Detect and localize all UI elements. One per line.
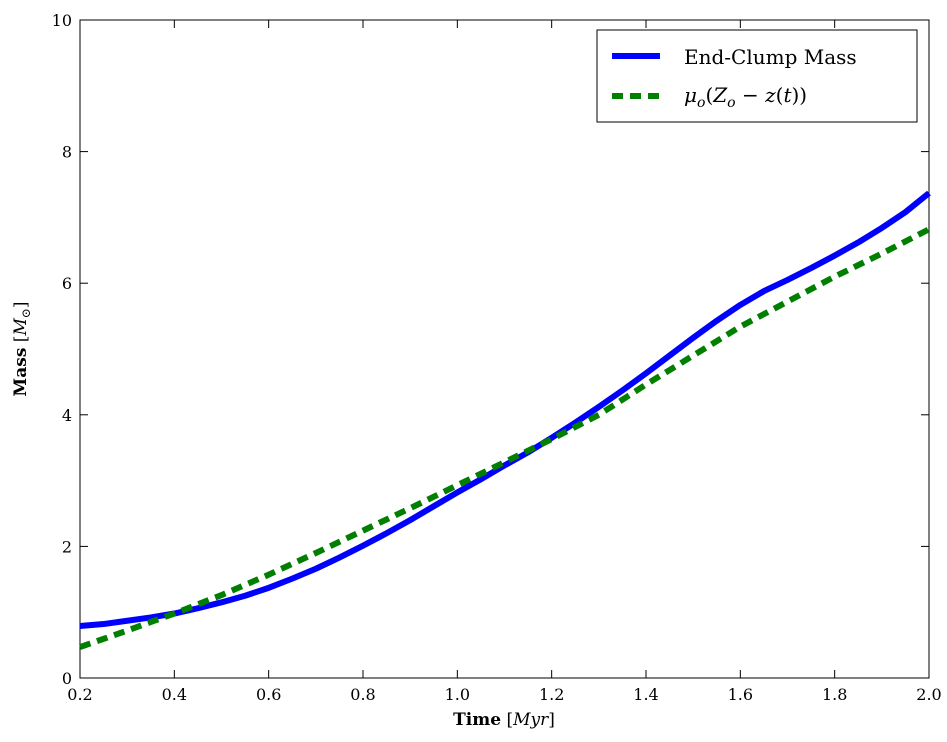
x-tick-label: 0.2 (67, 685, 92, 704)
legend-open-paren: ( (705, 83, 713, 107)
series-line-mu-expression (79, 226, 931, 650)
y-axis-label: Mass [M⊙] (11, 301, 33, 396)
series-line-end-clump-mass (79, 190, 931, 630)
legend-t: t (783, 83, 792, 107)
x-axis-unit: Myr (512, 710, 549, 730)
x-axis-ticks: 0.2 0.4 0.6 0.8 1.0 1.2 1.4 1.6 1.8 2.0 (67, 20, 942, 704)
x-axis-label: Time [Myr] (453, 710, 555, 730)
y-tick-label: 4 (62, 406, 72, 425)
legend-Z: Z (712, 83, 728, 107)
y-axis-ticks: 0 2 4 6 8 10 (52, 11, 929, 688)
x-tick-label: 0.6 (256, 685, 281, 704)
legend-label-end-clump-mass: End-Clump Mass (684, 45, 857, 69)
y-tick-label: 0 (62, 669, 72, 688)
x-tick-label: 1.2 (539, 685, 564, 704)
x-tick-label: 1.6 (728, 685, 753, 704)
x-tick-label: 1.8 (822, 685, 847, 704)
y-axis-label-unit: [M⊙] (11, 301, 33, 347)
legend-z: z (764, 83, 776, 107)
y-axis-label-text: Mass (11, 348, 31, 397)
legend-close-paren: )) (791, 83, 807, 107)
x-tick-label: 1.4 (633, 685, 658, 704)
y-axis-unit-subscript: ⊙ (19, 308, 33, 318)
x-tick-label: 0.8 (350, 685, 375, 704)
x-tick-label: 2.0 (916, 685, 941, 704)
legend-box (596, 29, 918, 123)
legend-label-mu-expression: μo(Zo − z(t)) (684, 83, 807, 111)
legend-minus: − (736, 83, 765, 107)
legend: End-Clump Mass μo(Zo − z(t)) (596, 29, 918, 123)
legend-t-open: ( (776, 83, 784, 107)
y-tick-label: 10 (52, 11, 72, 30)
series-layer (79, 190, 931, 650)
plot-frame (79, 19, 930, 679)
y-tick-label: 8 (62, 143, 72, 162)
y-axis-unit: M (11, 318, 31, 337)
legend-mu-symbol: μ (684, 83, 697, 107)
x-axis-label-unit: [Myr] (501, 710, 555, 730)
y-axis-unit-close: ] (11, 301, 31, 308)
y-tick-label: 2 (62, 537, 72, 556)
y-tick-label: 6 (62, 274, 72, 293)
legend-mu-sub: o (697, 95, 705, 111)
x-tick-label: 0.4 (162, 685, 187, 704)
x-tick-label: 1.0 (445, 685, 470, 704)
legend-Z-sub: o (727, 95, 735, 111)
x-axis-label-text: Time (453, 710, 501, 730)
